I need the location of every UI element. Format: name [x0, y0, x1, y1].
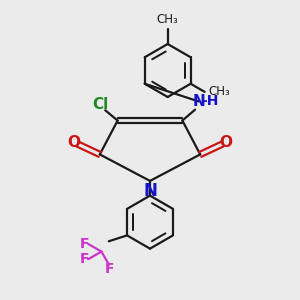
Text: -H: -H	[201, 94, 218, 108]
Text: N: N	[143, 182, 157, 200]
Text: Cl: Cl	[92, 97, 108, 112]
Text: F: F	[104, 262, 114, 276]
Text: O: O	[68, 135, 81, 150]
Text: CH₃: CH₃	[157, 13, 178, 26]
Text: F: F	[79, 237, 89, 251]
Text: CH₃: CH₃	[208, 85, 230, 98]
Text: O: O	[219, 135, 232, 150]
Text: F: F	[80, 252, 89, 266]
Text: N: N	[192, 94, 205, 109]
